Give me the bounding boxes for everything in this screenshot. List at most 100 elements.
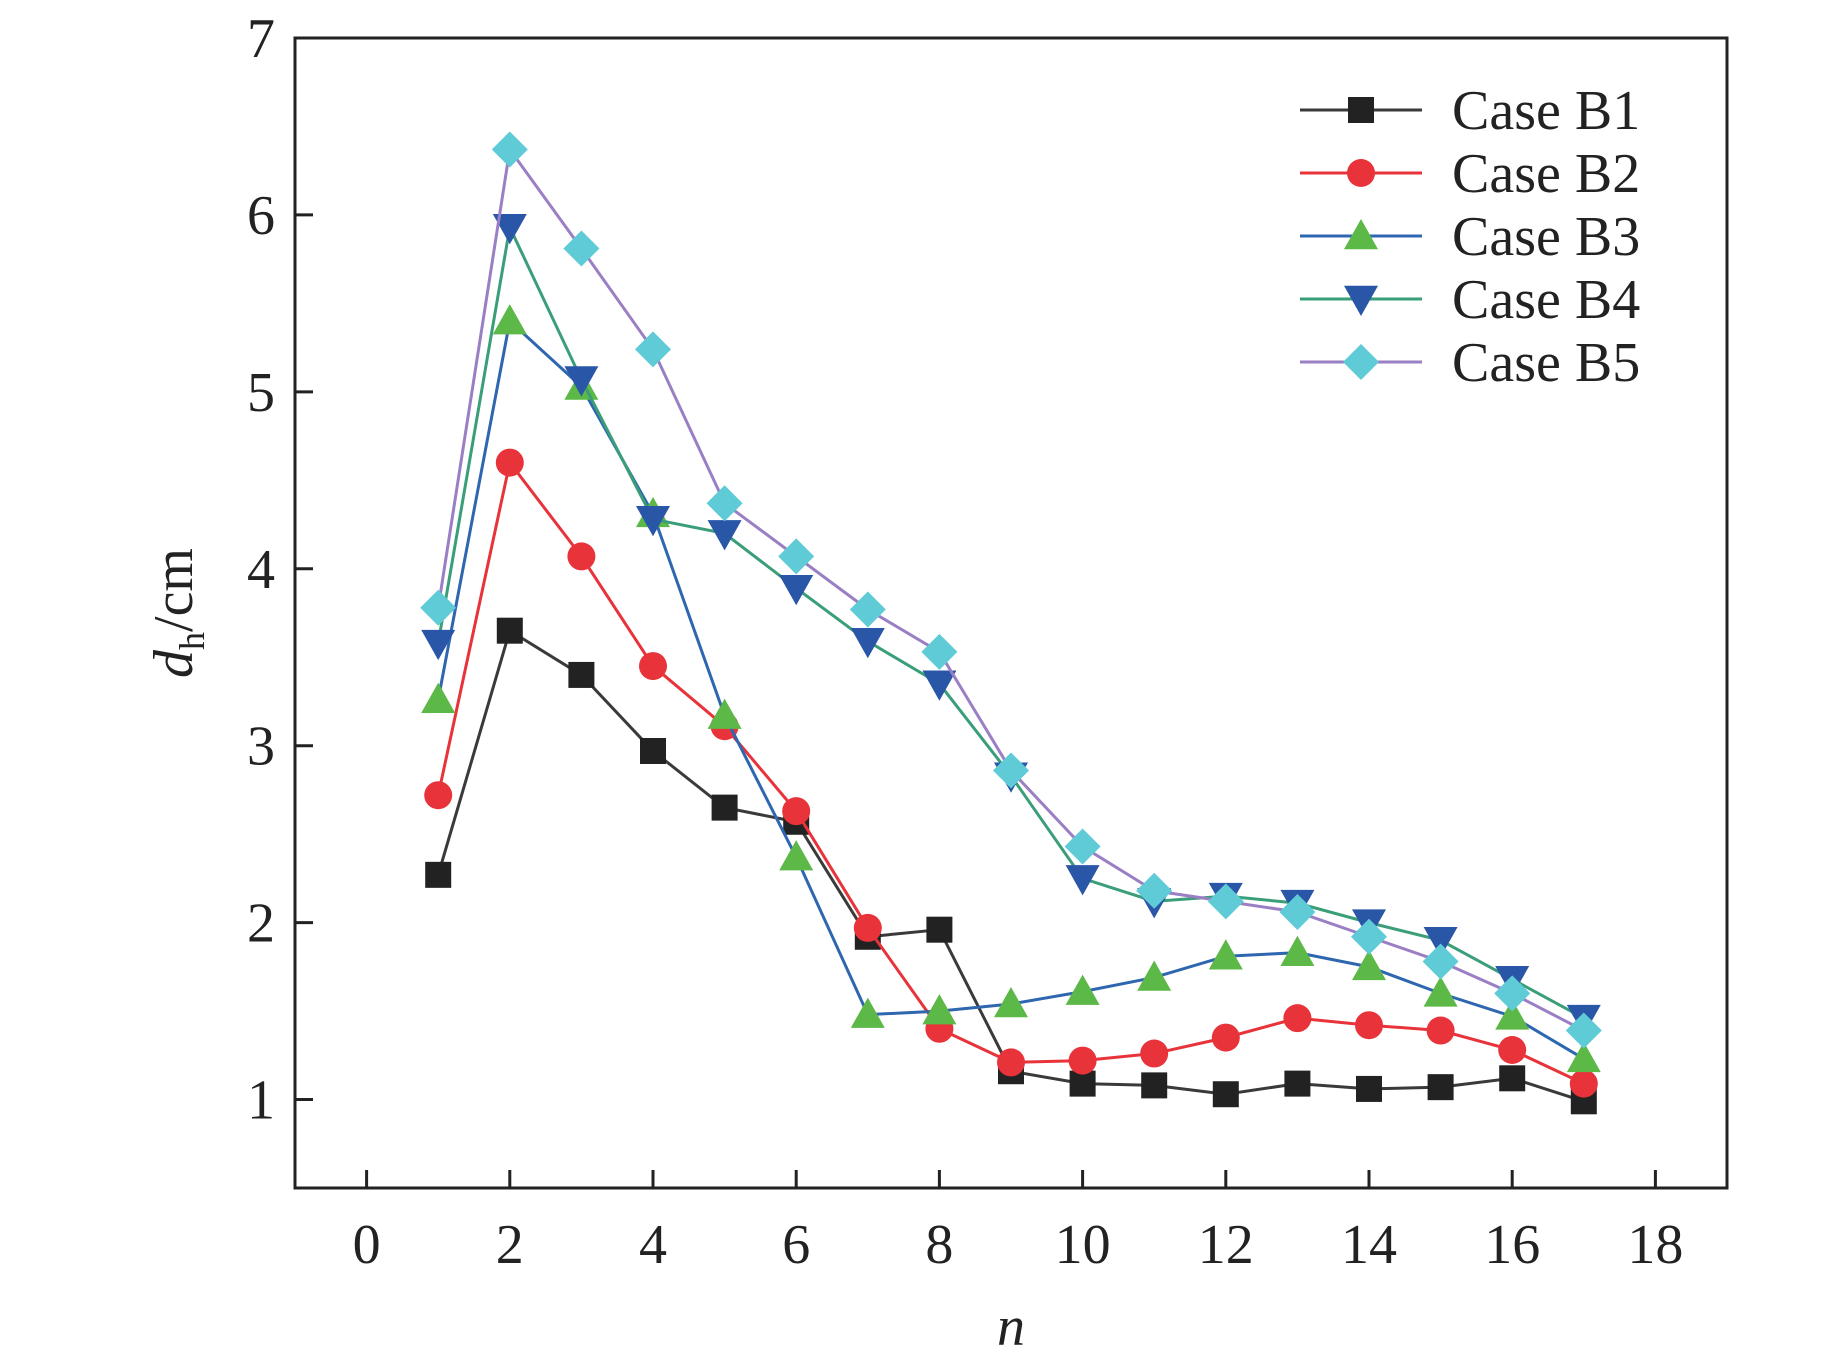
data-point xyxy=(1498,1036,1527,1064)
x-tick-label: 12 xyxy=(1198,1214,1254,1276)
data-point xyxy=(563,230,600,267)
data-point xyxy=(492,304,527,335)
data-point xyxy=(491,131,528,168)
data-point xyxy=(853,913,882,942)
data-point xyxy=(1211,1023,1240,1052)
data-point xyxy=(1069,1070,1096,1097)
y-tick-label: 1 xyxy=(247,1070,275,1132)
legend-item: Case B1 xyxy=(1300,80,1640,142)
data-point xyxy=(1423,927,1458,958)
data-point xyxy=(1565,1012,1602,1049)
data-point xyxy=(779,574,814,606)
x-tick-label: 10 xyxy=(1055,1214,1111,1276)
data-point xyxy=(640,738,666,764)
data-point xyxy=(635,331,671,368)
x-tick-label: 18 xyxy=(1627,1214,1683,1276)
data-point xyxy=(1423,976,1458,1007)
data-point xyxy=(1283,1004,1312,1033)
legend-label: Case B5 xyxy=(1452,332,1640,394)
y-axis-title-main: d xyxy=(143,649,205,678)
data-point xyxy=(1207,883,1244,920)
data-point xyxy=(1284,1070,1311,1097)
data-point xyxy=(424,781,453,810)
data-point xyxy=(567,542,596,571)
legend-marker xyxy=(1347,159,1375,187)
data-point xyxy=(1355,1011,1383,1040)
series-case-b5 xyxy=(420,131,1602,1049)
data-point xyxy=(707,520,742,551)
x-axis-title: n xyxy=(997,1296,1025,1358)
data-point xyxy=(1068,1046,1097,1075)
y-axis-title: dh/cm xyxy=(143,548,212,678)
data-point xyxy=(421,682,456,713)
data-point xyxy=(1279,894,1316,930)
data-point xyxy=(639,652,667,681)
data-point xyxy=(1136,872,1173,909)
x-tick-label: 8 xyxy=(925,1214,953,1276)
legend-marker xyxy=(1344,285,1378,316)
y-tick-label: 4 xyxy=(247,539,275,601)
data-point xyxy=(1280,935,1315,966)
x-tick-label: 2 xyxy=(496,1214,524,1276)
data-point xyxy=(1352,949,1386,981)
data-point xyxy=(707,698,742,729)
data-point xyxy=(1065,865,1100,896)
data-point xyxy=(849,591,886,628)
data-point xyxy=(420,589,457,626)
data-point xyxy=(994,987,1028,1018)
series-line xyxy=(436,318,1585,1061)
series-case-b1 xyxy=(425,617,1597,1115)
data-point xyxy=(921,633,958,670)
data-point xyxy=(1499,1065,1526,1092)
data-point xyxy=(421,629,456,661)
data-point xyxy=(1427,1074,1454,1101)
y-axis-title-sub: h xyxy=(172,632,212,650)
y-axis-title-unit: /cm xyxy=(143,548,205,632)
series-layer xyxy=(420,131,1602,1115)
legend-label: Case B4 xyxy=(1452,269,1640,331)
x-tick-label: 4 xyxy=(639,1214,667,1276)
y-tick-label: 7 xyxy=(247,8,275,70)
data-point xyxy=(1140,1039,1169,1068)
data-point xyxy=(1569,1069,1598,1098)
data-point xyxy=(778,538,815,575)
x-tick-label: 0 xyxy=(353,1214,381,1276)
x-tick-label: 16 xyxy=(1484,1214,1540,1276)
data-point xyxy=(850,628,885,659)
legend-marker xyxy=(1343,344,1379,380)
data-point xyxy=(926,916,953,943)
y-tick-label: 5 xyxy=(247,362,275,424)
plot-frame xyxy=(293,36,1729,1190)
data-point xyxy=(1566,1041,1601,1073)
data-point xyxy=(1141,1072,1168,1099)
legend-item: Case B4 xyxy=(1300,269,1640,331)
data-point xyxy=(636,505,670,537)
data-point xyxy=(706,485,743,522)
data-point xyxy=(711,794,738,821)
data-point xyxy=(993,752,1029,789)
data-point xyxy=(779,840,814,871)
data-point xyxy=(568,661,595,688)
series-case-b4 xyxy=(421,214,1601,1036)
y-tick-label: 2 xyxy=(247,893,275,955)
data-point xyxy=(782,797,811,826)
legend-label: Case B1 xyxy=(1452,80,1640,142)
data-point xyxy=(1065,974,1100,1005)
legend-marker xyxy=(1348,97,1374,123)
legend-item: Case B3 xyxy=(1300,206,1640,268)
series-line xyxy=(436,222,1585,1020)
y-axis: 1 2 3 4 5 6 7 xyxy=(247,8,313,1132)
x-axis: 0 2 4 6 8 10 12 14 16 18 xyxy=(353,1170,1683,1276)
data-point xyxy=(1426,1016,1455,1045)
data-point xyxy=(1495,999,1530,1030)
data-point xyxy=(922,994,957,1025)
legend-marker xyxy=(1344,219,1378,250)
data-point xyxy=(495,448,524,477)
data-point xyxy=(492,214,527,245)
data-point xyxy=(997,1048,1025,1077)
legend-item: Case B2 xyxy=(1300,143,1640,205)
data-point xyxy=(1064,828,1101,865)
data-point xyxy=(922,670,957,701)
